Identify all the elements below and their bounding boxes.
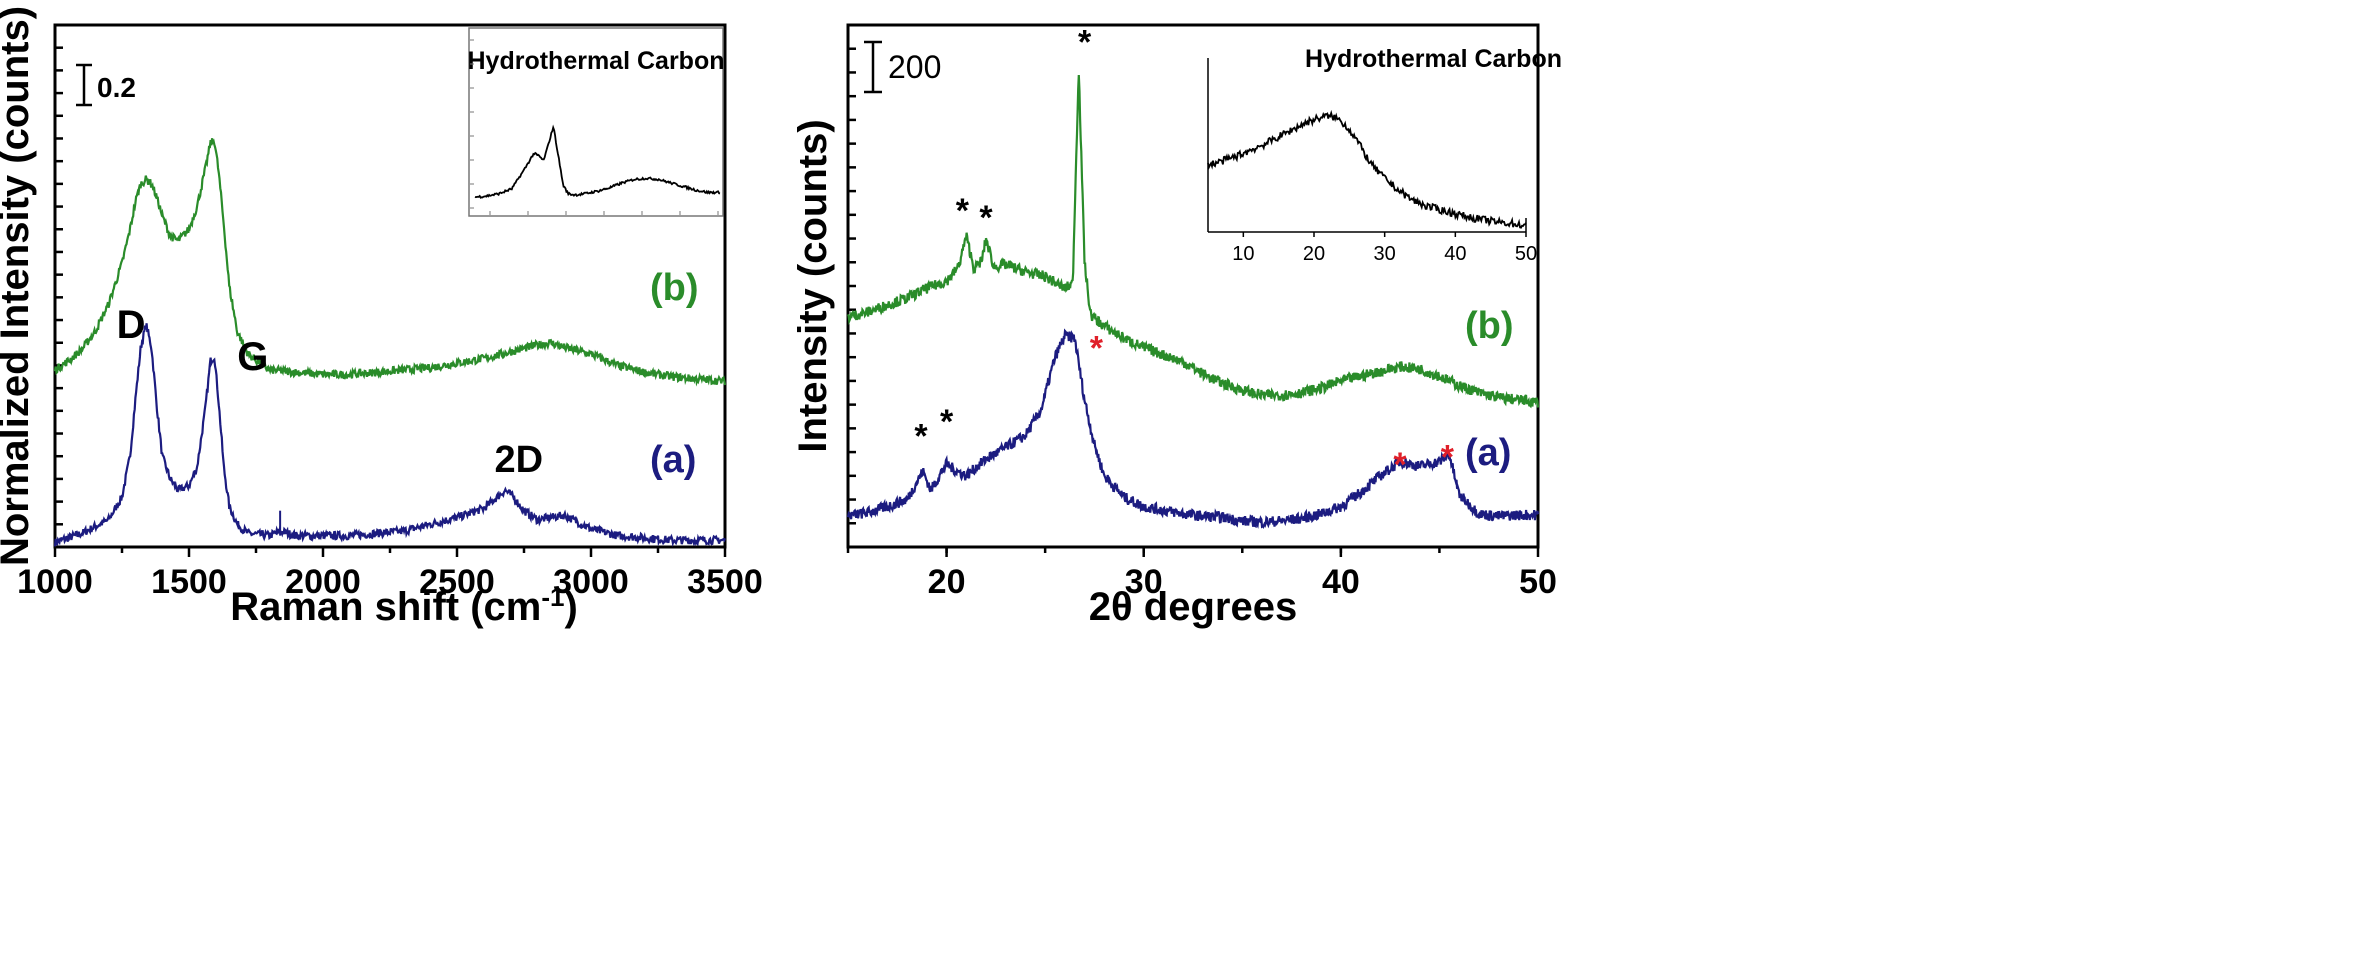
xrd-inset-tick-label: 30 <box>1374 243 1396 265</box>
xrd-peak-markers: ** ** *** * <box>914 23 1454 483</box>
raman-y-ticks <box>55 46 63 526</box>
xrd-peak-marker: * <box>940 403 954 441</box>
xrd-x-ticks: 20 30 40 50 <box>846 547 1557 601</box>
xrd-series-label-a: (a) <box>1465 432 1511 474</box>
xrd-peak-marker: * <box>1090 330 1104 368</box>
raman-panel: 1000 1500 2000 2500 3000 3500 0.2 D G 2D (b) … <box>0 6 763 629</box>
xrd-x-tick-label: 30 <box>1125 563 1163 601</box>
raman-inset: Hydrothermal Carbon <box>468 27 725 217</box>
raman-scale-bar-label: 0.2 <box>97 72 136 103</box>
xrd-peak-marker: * <box>1441 439 1455 477</box>
xrd-peak-marker: * <box>956 192 970 230</box>
xrd-series-label-b: (b) <box>1465 305 1514 347</box>
xrd-x-axis-label: 2θ degrees <box>1089 585 1297 629</box>
xrd-series-line-b <box>847 75 1540 409</box>
raman-annotation-g: G <box>237 335 268 379</box>
xrd-series <box>846 75 1540 529</box>
xrd-x-tick-label: 40 <box>1322 563 1360 601</box>
raman-x-tick-label: 1000 <box>17 563 93 601</box>
raman-inset-frame <box>468 27 724 217</box>
xrd-inset-tick-label: 40 <box>1444 243 1466 265</box>
xrd-inset-axes: 10 20 30 40 50 <box>1207 58 1537 265</box>
raman-x-tick-label: 3500 <box>687 563 763 601</box>
xrd-x-tick-label: 20 <box>928 563 966 601</box>
xrd-inset: Hydrothermal Carbon 10 20 30 40 50 <box>1207 45 1562 265</box>
raman-inset-title: Hydrothermal Carbon <box>468 47 725 75</box>
xrd-y-axis-label: Intensity (counts) <box>791 119 835 452</box>
raman-y-axis-label: Normalized Intensity (counts) <box>0 6 37 566</box>
raman-x-ticks: 1000 1500 2000 2500 3000 3500 <box>17 547 763 601</box>
xrd-peak-marker: * <box>1393 446 1407 484</box>
raman-inset-ticks <box>470 39 719 215</box>
raman-series-label-a: (a) <box>650 439 696 481</box>
raman-series <box>53 138 727 548</box>
xrd-panel: 20 30 40 50 ** ** *** * 200 (b) (a) 2θ degrees… <box>791 23 1562 629</box>
raman-x-tick-label: 1500 <box>151 563 227 601</box>
xrd-inset-title: Hydrothermal Carbon <box>1305 45 1562 73</box>
raman-x-tick-label: 3000 <box>553 563 629 601</box>
xrd-series-line-a <box>846 328 1540 529</box>
xrd-peak-marker: * <box>1078 23 1092 61</box>
xrd-peak-marker: * <box>914 417 928 455</box>
xrd-inset-line <box>1207 109 1527 229</box>
xrd-y-ticks <box>848 47 856 525</box>
xrd-inset-tick-label: 10 <box>1232 243 1254 265</box>
xrd-inset-tick-label: 50 <box>1515 243 1537 265</box>
raman-annotation-2d: 2D <box>495 439 544 481</box>
xrd-scale-bar-label: 200 <box>888 49 941 85</box>
raman-scale-bar: 0.2 <box>76 63 136 107</box>
xrd-scale-bar: 200 <box>864 40 941 94</box>
raman-series-label-b: (b) <box>650 267 699 309</box>
xrd-peak-marker: * <box>979 199 993 237</box>
raman-annotation-d: D <box>117 303 146 347</box>
raman-x-axis-label: Raman shift (cm-1) <box>230 582 578 629</box>
raman-series-line-a <box>53 323 727 548</box>
raman-x-tick-label: 2000 <box>285 563 361 601</box>
raman-x-tick-label: 2500 <box>419 563 495 601</box>
xrd-x-tick-label: 50 <box>1519 563 1557 601</box>
raman-inset-line <box>474 124 721 199</box>
raman-series-line-b <box>53 138 727 387</box>
xrd-inset-tick-label: 20 <box>1303 243 1325 265</box>
